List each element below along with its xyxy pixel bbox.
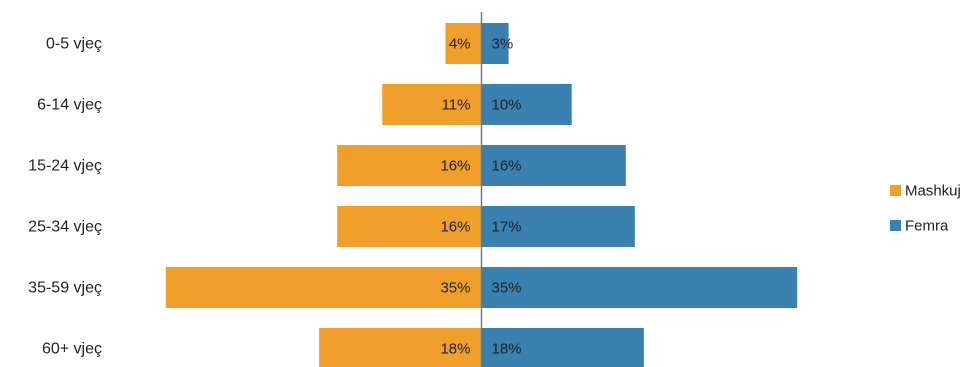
bars-layer xyxy=(165,23,798,367)
bar-femra-35-59-vje xyxy=(481,267,798,308)
category-label-60-vje: 60+ vjeç xyxy=(42,341,102,358)
value-label-mashkuj-0-5-vje: 4% xyxy=(449,36,471,53)
bar-femra-0-5-vje xyxy=(481,23,509,64)
value-label-femra-15-24-vje: 16% xyxy=(492,158,522,175)
bar-mashkuj-35-59-vje xyxy=(165,267,482,308)
legend-label-mashkuj: Mashkuj xyxy=(905,183,961,200)
legend-item-femra: Femra xyxy=(890,218,949,235)
value-label-mashkuj-6-14-vje: 11% xyxy=(442,97,471,114)
legend-swatch-mashkuj xyxy=(890,185,901,196)
bar-mashkuj-60-vje xyxy=(319,328,482,367)
value-label-femra-0-5-vje: 3% xyxy=(492,36,514,53)
category-labels: 0-5 vjeç 6-14 vjeç 15-24 vjeç 25-34 vjeç 35-… xyxy=(28,36,102,358)
category-label-15-24-vje: 15-24 vjeç xyxy=(28,158,102,175)
value-label-femra-25-34-vje: 17% xyxy=(492,219,522,236)
legend-item-mashkuj: Mashkuj xyxy=(890,183,961,200)
bar-mashkuj-6-14-vje xyxy=(382,84,482,125)
bar-mashkuj-0-5-vje xyxy=(445,23,482,64)
value-label-mashkuj-15-24-vje: 16% xyxy=(440,158,470,175)
category-label-6-14-vje: 6-14 vjeç xyxy=(37,97,102,114)
value-label-femra-60-vje: 18% xyxy=(492,341,522,358)
bar-femra-60-vje xyxy=(481,328,644,367)
legend-swatch-femra xyxy=(890,220,901,231)
category-label-25-34-vje: 25-34 vjeç xyxy=(28,219,102,236)
bar-femra-6-14-vje xyxy=(481,84,572,125)
category-label-0-5-vje: 0-5 vjeç xyxy=(46,36,102,53)
legend: Mashkuj Femra xyxy=(890,183,961,235)
value-label-mashkuj-25-34-vje: 16% xyxy=(440,219,470,236)
bar-femra-15-24-vje xyxy=(481,145,626,186)
bar-femra-25-34-vje xyxy=(481,206,635,247)
bar-mashkuj-15-24-vje xyxy=(337,145,482,186)
value-labels: 4% 3% 11% 10% 16% 16% 16% 17% 35% 35% 18% 18% xyxy=(440,36,521,358)
value-label-mashkuj-35-59-vje: 35% xyxy=(440,280,470,297)
value-label-femra-35-59-vje: 35% xyxy=(492,280,522,297)
value-label-mashkuj-60-vje: 18% xyxy=(440,341,470,358)
category-label-35-59-vje: 35-59 vjeç xyxy=(28,280,102,297)
bar-mashkuj-25-34-vje xyxy=(337,206,482,247)
legend-label-femra: Femra xyxy=(905,218,949,235)
value-label-femra-6-14-vje: 10% xyxy=(492,97,522,114)
